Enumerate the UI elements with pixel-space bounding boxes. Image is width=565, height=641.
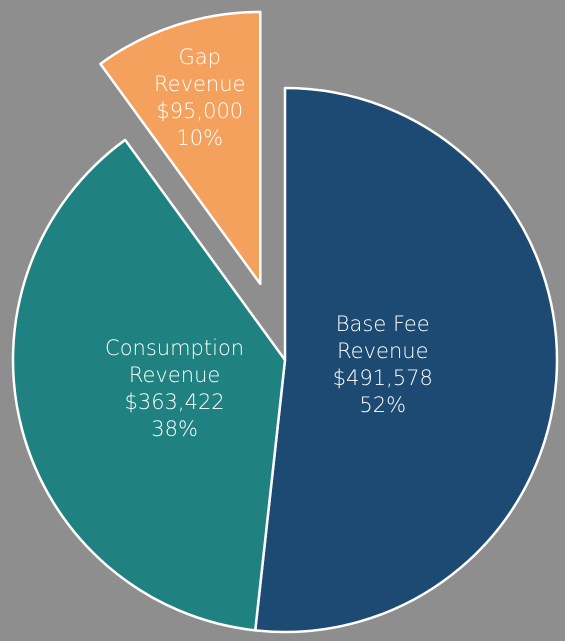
- pie-slice: [99, 10, 262, 286]
- slice-label: Consumption Revenue $363,422 38%: [87, 335, 262, 443]
- slice-label: Base Fee Revenue $491,578 52%: [313, 311, 453, 419]
- percent-label: 38%: [151, 417, 198, 442]
- pie-slice: [253, 86, 559, 634]
- category-label: Consumption Revenue: [105, 336, 245, 388]
- value-label: $95,000: [156, 98, 244, 123]
- percent-label: 10%: [176, 125, 224, 150]
- value-label: $363,422: [124, 390, 225, 415]
- percent-label: 52%: [359, 393, 407, 418]
- pie-slice: [11, 138, 287, 632]
- value-label: $491,578: [332, 366, 433, 391]
- slice-label: Gap Revenue $95,000 10%: [145, 44, 255, 152]
- category-label: Base Fee Revenue: [335, 312, 430, 364]
- category-label: Gap Revenue: [154, 44, 246, 96]
